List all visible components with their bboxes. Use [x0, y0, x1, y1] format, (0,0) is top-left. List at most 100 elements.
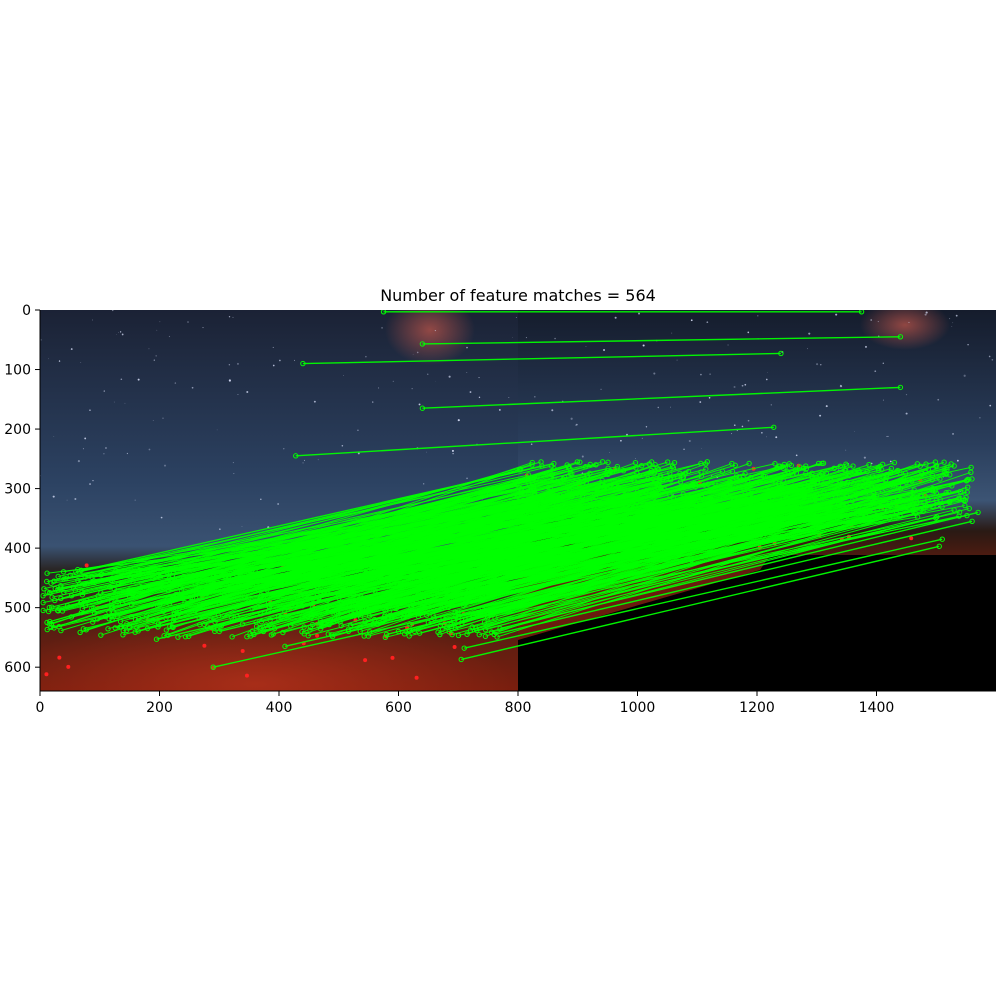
star: [451, 449, 454, 452]
star: [767, 371, 768, 373]
match-keypoint-left: [179, 604, 186, 610]
star: [191, 386, 194, 389]
star: [126, 452, 129, 455]
match-keypoint-right: [922, 493, 928, 499]
match-keypoint-right: [599, 459, 606, 465]
match-keypoint-right: [837, 463, 843, 469]
star: [709, 373, 711, 375]
star: [103, 390, 105, 392]
match-keypoint-right: [835, 490, 842, 496]
match-keypoint-left: [314, 590, 320, 597]
unmatched-keypoint: [452, 644, 457, 649]
star: [741, 425, 744, 428]
star: [277, 503, 280, 505]
match-keypoint-right: [704, 459, 711, 465]
star: [113, 401, 115, 403]
match-keypoint-right: [879, 461, 886, 468]
match-keypoint-left: [348, 622, 354, 629]
y-tick-label: 600: [4, 660, 31, 676]
x-tick-label: 0: [36, 700, 45, 716]
match-keypoint-right: [534, 474, 540, 480]
match-keypoint-right: [622, 515, 629, 522]
unmatched-keypoint: [57, 655, 62, 660]
match-keypoint-left: [485, 610, 491, 617]
match-line: [157, 492, 642, 628]
star: [357, 429, 359, 432]
match-keypoint-right: [634, 488, 641, 495]
match-keypoint-right: [614, 463, 621, 470]
star: [478, 396, 481, 399]
star: [89, 409, 91, 411]
star: [699, 401, 702, 403]
star: [581, 455, 584, 458]
star: [58, 360, 61, 362]
star: [119, 331, 122, 333]
match-keypoint-right: [809, 470, 815, 476]
match-keypoint-left: [497, 625, 503, 632]
match-keypoint-left: [105, 626, 111, 632]
match-keypoint-left: [40, 607, 46, 614]
star: [733, 424, 736, 427]
match-keypoint-left: [112, 625, 118, 631]
match-line: [81, 493, 560, 603]
match-line: [105, 505, 584, 618]
match-line: [316, 484, 785, 594]
match-line: [63, 465, 543, 580]
match-line: [386, 517, 865, 636]
y-tick-label: 400: [4, 541, 31, 557]
star: [52, 495, 55, 498]
match-keypoint-left: [55, 573, 61, 580]
match-line: [422, 386, 901, 409]
match-line: [444, 503, 913, 571]
match-keypoint-right: [949, 483, 955, 489]
match-keypoint-right: [819, 460, 825, 467]
star: [671, 332, 673, 334]
star: [427, 373, 429, 375]
match-keypoint-left: [305, 613, 311, 620]
match-line: [228, 463, 701, 577]
star: [854, 431, 855, 432]
star: [744, 383, 747, 386]
match-keypoint-left: [437, 631, 443, 638]
star: [466, 371, 468, 373]
star: [979, 417, 981, 419]
star: [365, 355, 367, 358]
star: [863, 456, 866, 459]
match-keypoint-left: [126, 587, 133, 593]
match-keypoint-left: [103, 613, 109, 620]
star: [153, 359, 155, 361]
star: [272, 346, 274, 349]
star: [148, 348, 150, 350]
match-keypoint-left: [80, 626, 87, 632]
star: [343, 375, 344, 376]
star: [159, 321, 161, 323]
match-keypoint-right: [948, 461, 954, 467]
match-keypoint-right: [539, 463, 545, 469]
match-keypoint-right: [800, 487, 806, 494]
star: [808, 332, 811, 335]
star: [683, 448, 685, 450]
match-keypoint-right: [788, 462, 795, 469]
star: [434, 330, 436, 332]
star: [819, 414, 822, 417]
match-keypoint-left: [109, 604, 115, 611]
star: [162, 417, 164, 419]
star: [554, 337, 556, 340]
star: [603, 349, 606, 352]
match-keypoint-right: [729, 460, 735, 467]
match-keypoint-right: [551, 460, 557, 467]
match-keypoint-right: [634, 470, 640, 476]
x-tick-label: 200: [146, 700, 173, 716]
star: [747, 331, 750, 334]
match-keypoint-left: [305, 632, 311, 639]
star: [80, 361, 82, 363]
star: [469, 391, 472, 393]
star: [706, 321, 709, 324]
star: [845, 449, 847, 451]
match-keypoint-right: [891, 459, 898, 466]
match-keypoint-left: [172, 591, 179, 598]
star: [111, 310, 114, 312]
match-keypoint-left: [144, 625, 151, 632]
match-keypoint-right: [886, 498, 892, 504]
match-keypoint-left: [419, 341, 426, 347]
